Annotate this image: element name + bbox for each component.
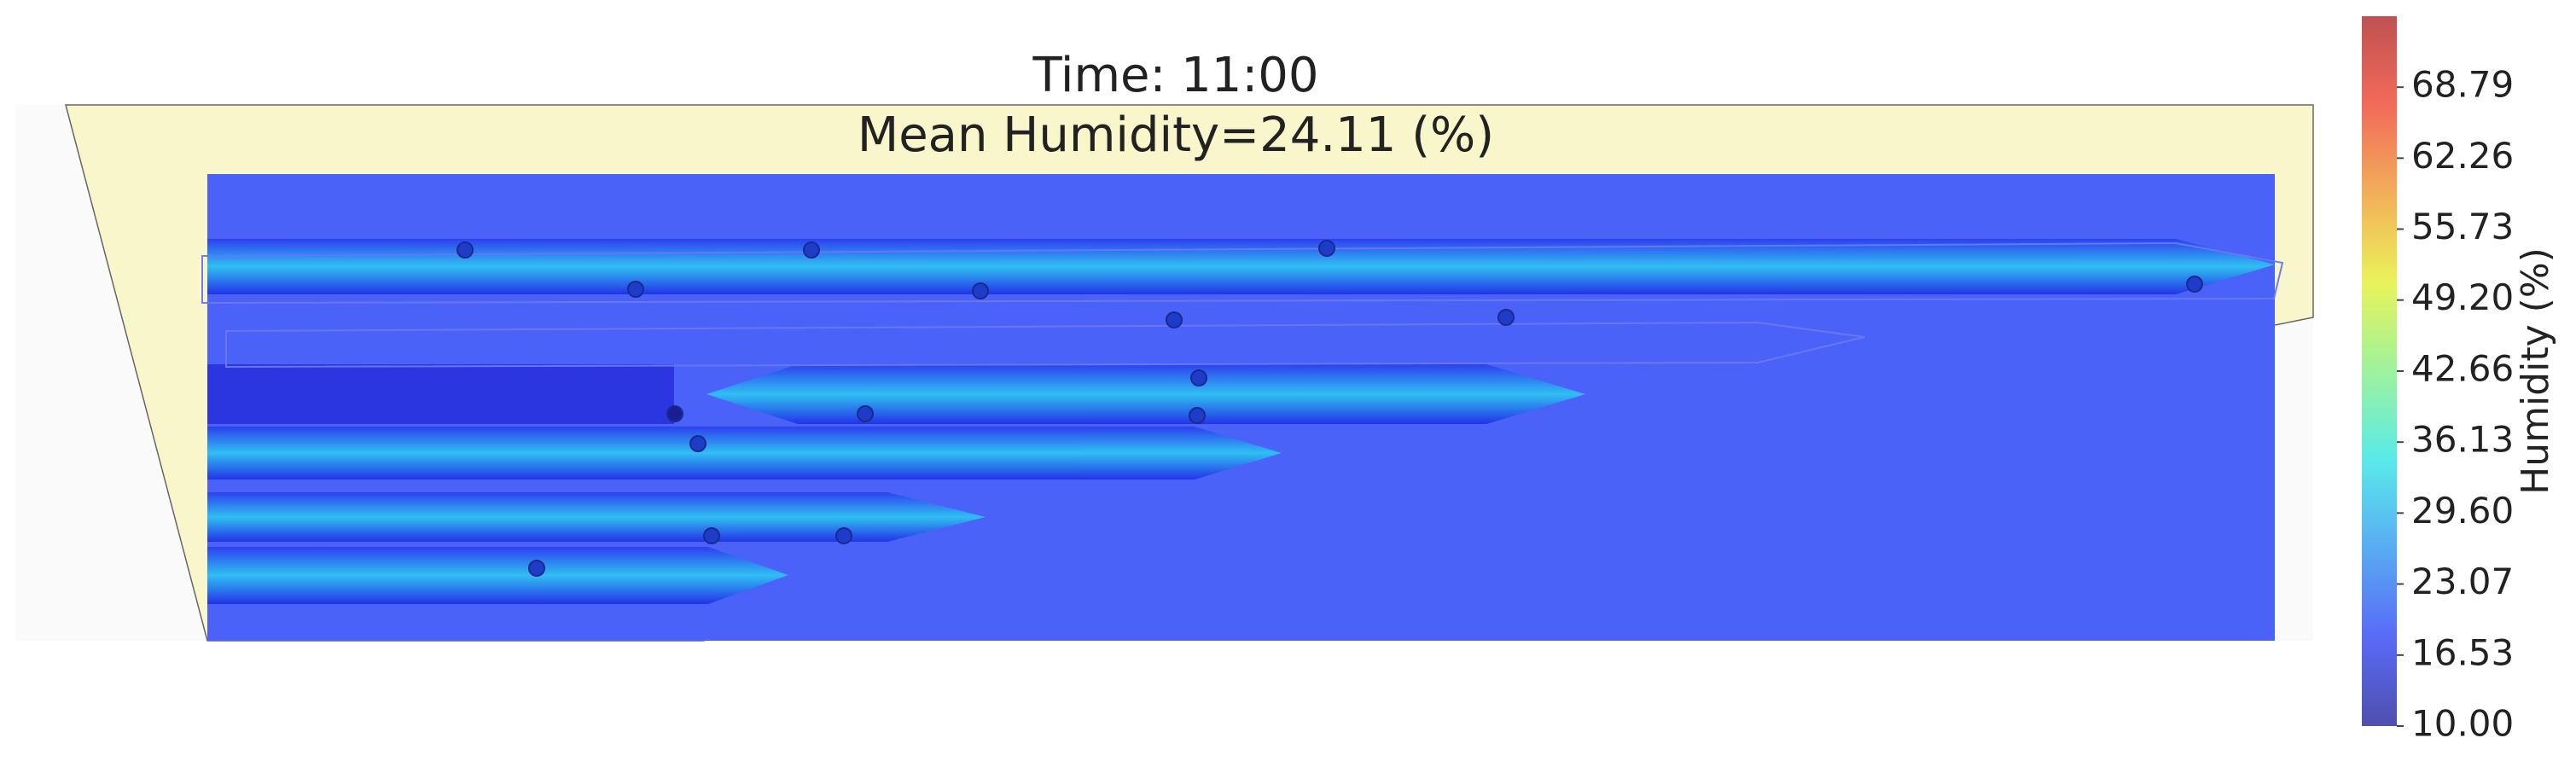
contour-band xyxy=(207,427,1282,479)
sensor xyxy=(857,405,874,422)
contour-band xyxy=(207,239,2275,294)
sensor xyxy=(1190,369,1207,386)
colorbar-label: Humidity (%) xyxy=(2514,247,2557,495)
colorbar-tick-label: 55.73 xyxy=(2411,206,2514,247)
colorbar-tick-label: 49.20 xyxy=(2411,276,2514,318)
colorbar-tick-label: 29.60 xyxy=(2411,490,2514,532)
colorbar-tick-label: 16.53 xyxy=(2411,631,2514,673)
contour-bands xyxy=(201,239,2284,604)
sensor xyxy=(456,241,474,259)
sensor xyxy=(689,435,707,452)
colorbar xyxy=(2362,16,2397,726)
sensors xyxy=(456,240,2203,577)
sensor xyxy=(528,560,545,577)
colorbar-tick-label: 42.66 xyxy=(2411,348,2514,390)
sensor xyxy=(627,281,644,298)
sensor xyxy=(972,282,989,299)
sensor xyxy=(2186,276,2203,293)
colorbar-tick-label: 23.07 xyxy=(2411,561,2514,602)
sensor xyxy=(1189,407,1206,424)
contour-band xyxy=(707,364,1585,424)
sensor xyxy=(835,527,852,544)
contour-band xyxy=(207,547,788,604)
contour-band xyxy=(207,364,674,424)
sensor xyxy=(703,527,720,544)
colorbar-tick-label: 68.79 xyxy=(2411,64,2514,106)
contour-line xyxy=(201,241,2284,305)
sensor xyxy=(1318,240,1335,257)
colorbar-tick-label: 36.13 xyxy=(2411,419,2514,461)
chart-subtitle: Mean Humidity=24.11 (%) xyxy=(858,107,1494,163)
chart-title: Time: 11:00 xyxy=(1032,48,1318,103)
colorbar-tick-label: 10.00 xyxy=(2411,703,2514,745)
sensor xyxy=(803,241,820,259)
sensor xyxy=(666,405,683,422)
contour-band xyxy=(207,492,986,542)
sensor xyxy=(1497,309,1515,326)
sensor xyxy=(1166,311,1183,328)
colorbar-tick-label: 62.26 xyxy=(2411,135,2514,177)
